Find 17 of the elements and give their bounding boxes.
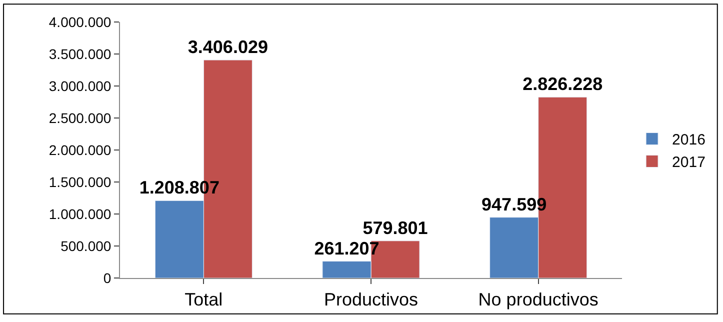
y-tick-label: 3.500.000 — [48, 46, 112, 62]
y-tick-label: 2.000.000 — [48, 142, 112, 158]
data-label: 3.406.029 — [188, 37, 268, 58]
data-label: 579.801 — [362, 218, 428, 238]
y-tick-label: 2.500.000 — [48, 110, 112, 126]
x-tick-label: No productivos — [478, 290, 598, 310]
y-tick-label: 1.000.000 — [48, 206, 112, 222]
legend-label: 2016 — [672, 132, 706, 149]
y-tick-label: 4.000.000 — [48, 14, 112, 30]
x-tick-label: Total — [184, 290, 223, 310]
y-tick-label: 1.500.000 — [48, 174, 112, 190]
y-tick-label: 0 — [103, 270, 112, 286]
data-label: 2.826.228 — [522, 74, 603, 94]
legend-label: 2017 — [672, 154, 706, 172]
y-tick-label: 500.000 — [60, 238, 112, 254]
y-tick-label: 3.000.000 — [48, 78, 112, 94]
x-tick-label: Productivos — [324, 290, 418, 310]
